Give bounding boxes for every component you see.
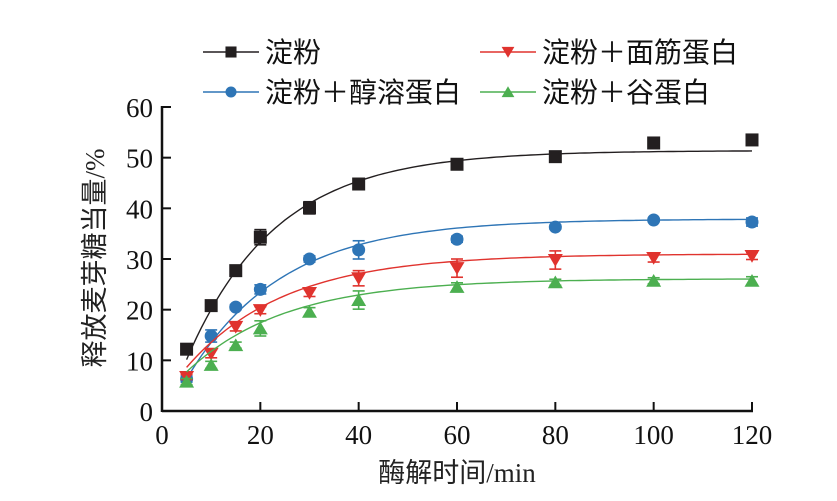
series-3 [179,274,760,388]
y-tick-label: 10 [126,346,153,376]
data-point [303,252,316,266]
fit-curve [186,218,752,380]
data-point [450,157,464,171]
data-point [646,251,662,265]
x-tick-label: 40 [345,420,372,450]
data-point [253,282,267,296]
y-tick-label: 0 [140,397,154,427]
y-tick-label: 20 [126,296,153,326]
data-point [204,329,218,343]
y-tick-label: 40 [126,194,153,224]
legend-marker-icon [501,86,515,98]
fit-curve [186,278,752,373]
data-point [179,374,195,388]
legend-marker-icon [501,46,515,58]
data-point [449,280,465,293]
data-point [302,304,317,318]
legend-item: 淀粉 [203,37,321,69]
data-point [229,300,243,314]
x-tick-label: 60 [444,420,471,450]
x-tick-label: 120 [732,420,773,450]
data-point [203,347,219,361]
legend-marker-icon [225,86,237,98]
plot-area [179,133,760,388]
ticks: 0 20 40 60 80 100 120 0 10 20 30 40 50 60 [126,93,772,450]
data-point [252,304,268,317]
y-tick-label: 50 [126,144,153,174]
data-point [228,320,244,334]
data-point [352,177,366,191]
data-point [203,358,219,371]
data-point [180,342,194,356]
fit-curve [185,150,753,360]
legend-item: 淀粉＋醇溶蛋白 [203,77,461,109]
legend-marker-icon [225,46,237,58]
x-tick-label: 20 [247,420,274,450]
x-tick-label: 100 [633,420,674,450]
legend-item: 淀粉＋面筋蛋白 [480,37,738,69]
data-point [647,136,661,150]
legend-label: 淀粉 [265,37,321,69]
x-axis-title: 酶解时间/min [378,458,536,488]
legend-label: 淀粉＋谷蛋白 [542,77,710,109]
data-point [302,286,317,300]
data-point [547,254,563,267]
data-point [647,213,661,227]
series-1 [180,213,759,386]
data-point [449,262,465,275]
legend-label: 淀粉＋面筋蛋白 [542,37,738,69]
data-point [352,243,366,257]
legend-label: 淀粉＋醇溶蛋白 [265,77,461,109]
data-point [548,150,562,164]
x-tick-label: 0 [155,420,169,450]
data-point [450,232,464,246]
series-2 [179,249,760,384]
y-axis-title: 释放麦芽糖当量/% [80,149,110,368]
data-point [228,338,244,352]
data-point [745,215,759,229]
y-tick-label: 30 [126,245,153,275]
data-point [252,321,268,335]
series-0 [180,133,759,360]
data-point [351,272,367,286]
x-tick-label: 80 [542,420,569,450]
data-point [253,230,267,244]
y-tick-label: 60 [126,93,153,123]
data-point [744,249,760,263]
data-point [351,293,367,307]
data-point [745,133,759,147]
data-point [204,299,218,313]
data-point [548,220,562,234]
data-point [744,274,760,287]
data-point [303,201,316,215]
data-point [229,264,243,278]
legend-item: 淀粉＋谷蛋白 [480,77,710,109]
data-point [547,275,563,289]
fit-curve [186,253,752,368]
data-point [646,274,662,287]
